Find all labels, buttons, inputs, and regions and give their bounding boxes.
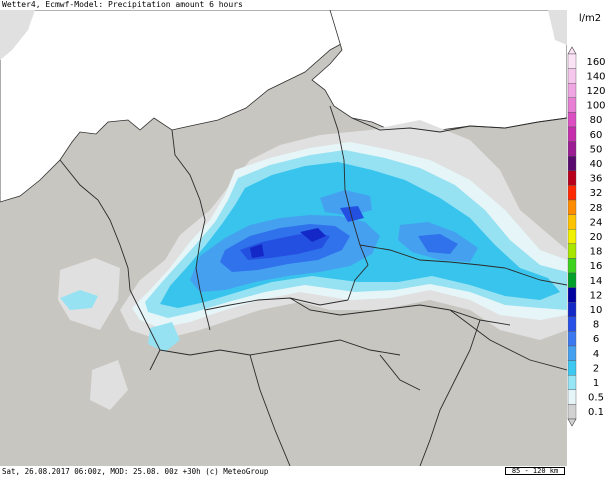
- border-slovakia: [504, 267, 567, 286]
- precipitation-legend: 160 140 120 100 80 60 50 40 36 32 28 24 20 18 16 14 12 10…: [566, 46, 612, 430]
- legend-label-8: 8: [593, 320, 599, 331]
- border-west: [59, 159, 161, 371]
- legend-bottom-arrow: [567, 418, 577, 427]
- legend-swatch-10: [567, 302, 577, 318]
- legend-label-28: 28: [590, 203, 603, 214]
- north-sea: [0, 10, 353, 203]
- legend-label-20: 20: [590, 232, 603, 243]
- legend-swatch-140: [567, 68, 577, 84]
- legend-label-10: 10: [590, 305, 603, 316]
- country-borders: [59, 105, 567, 466]
- legend-label-140: 140: [586, 71, 605, 82]
- border-poland: [351, 117, 567, 133]
- legend-label-50: 50: [590, 144, 603, 155]
- legend-swatch-2: [567, 360, 577, 376]
- legend-swatch-6: [567, 331, 577, 347]
- legend-label-16: 16: [590, 261, 603, 272]
- legend-unit: l/m2: [578, 13, 602, 24]
- border-germany-east: [329, 105, 369, 301]
- legend-label-12: 12: [590, 290, 603, 301]
- legend-swatch-120: [567, 83, 577, 99]
- legend-swatch-32: [567, 185, 577, 201]
- border-east-balkan: [419, 319, 481, 466]
- border-slovenia: [379, 354, 421, 391]
- legend-swatch-40: [567, 155, 577, 171]
- legend-swatch-50: [567, 141, 577, 157]
- legend-label-32: 32: [590, 188, 603, 199]
- legend-swatch-4: [567, 345, 577, 361]
- legend-label-60: 60: [590, 130, 603, 141]
- legend-swatch-80: [567, 112, 577, 128]
- legend-label-160: 160: [586, 57, 605, 68]
- legend-label-24: 24: [590, 217, 603, 228]
- border-italy: [249, 354, 291, 466]
- legend-svg: 1601401201008060504036322824201816141210…: [567, 46, 606, 427]
- precipitation-map: [0, 10, 567, 466]
- legend-swatch-100: [567, 97, 577, 113]
- legend-label-100: 100: [586, 101, 605, 112]
- legend-swatch-60: [567, 126, 577, 142]
- map-footer: Sat, 26.08.2017 06:00z, MOD: 25.08. 00z …: [2, 467, 269, 476]
- border-alps: [159, 339, 401, 356]
- legend-swatch-14: [567, 272, 577, 288]
- border-germany-south: [204, 297, 349, 311]
- legend-swatch-16: [567, 258, 577, 274]
- legend-swatch-20: [567, 228, 577, 244]
- legend-label-40: 40: [590, 159, 603, 170]
- scale-bar: 85 - 120 km: [505, 467, 565, 475]
- legend-label-80: 80: [590, 115, 603, 126]
- border-austria: [289, 297, 511, 326]
- legend-label-14: 14: [590, 276, 603, 287]
- sea-areas: [0, 10, 567, 203]
- baltic-sea: [311, 10, 567, 131]
- border-hungary: [449, 309, 567, 371]
- legend-swatch-0.1: [567, 404, 577, 420]
- legend-swatch-36: [567, 170, 577, 186]
- legend-swatch-24: [567, 214, 577, 230]
- legend-swatch-18: [567, 243, 577, 259]
- legend-label-4: 4: [593, 349, 599, 360]
- border-czech: [359, 244, 506, 269]
- legend-label-120: 120: [586, 86, 605, 97]
- legend-swatch-160: [567, 53, 577, 69]
- legend-label-0.1: 0.1: [588, 407, 604, 418]
- legend-label-0.5: 0.5: [588, 393, 604, 404]
- legend-label-6: 6: [593, 334, 599, 345]
- legend-label-2: 2: [593, 363, 599, 374]
- legend-swatch-0.5: [567, 389, 577, 405]
- legend-label-1: 1: [593, 378, 599, 389]
- legend-swatch-1: [567, 375, 577, 391]
- legend-swatch-8: [567, 316, 577, 332]
- legend-swatch-28: [567, 199, 577, 215]
- map-title: Wetter4, Ecmwf-Model: Precipitation amou…: [2, 0, 243, 9]
- legend-label-36: 36: [590, 174, 603, 185]
- legend-label-18: 18: [590, 247, 603, 258]
- legend-swatch-12: [567, 287, 577, 303]
- legend-top-arrow: [567, 46, 577, 55]
- border-germany-west: [171, 129, 211, 331]
- precip-10-areas: [250, 228, 326, 258]
